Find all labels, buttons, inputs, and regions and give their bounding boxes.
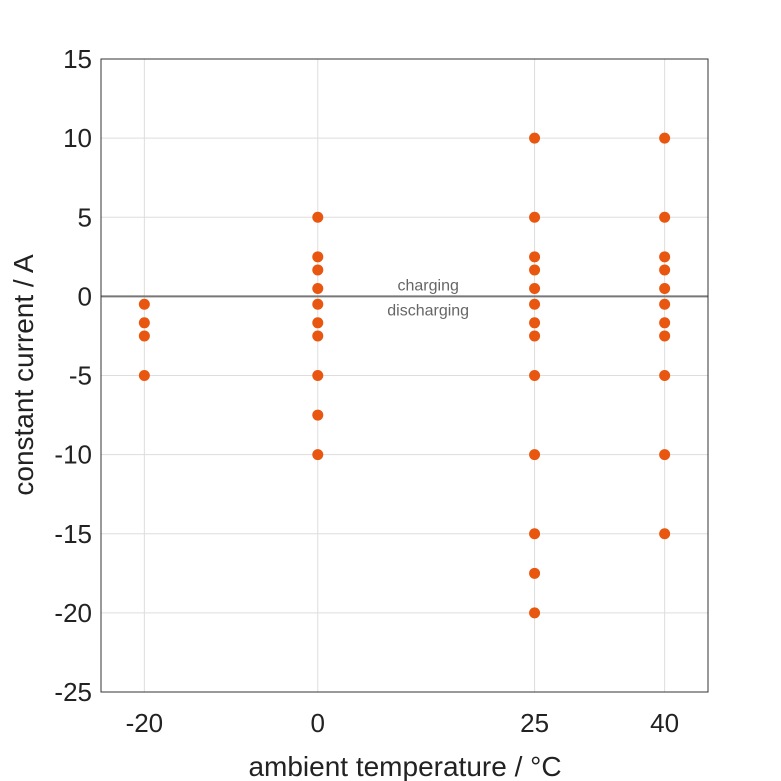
data-point (138, 330, 150, 342)
data-point (659, 264, 671, 276)
data-point (529, 251, 541, 263)
data-point (659, 251, 671, 263)
y-tick-labels: 15 10 5 0 -5 -10 -15 -20 -25 (54, 44, 92, 707)
y-tick-label: 10 (63, 123, 92, 153)
y-tick-label: -20 (54, 598, 92, 628)
y-axis-label: constant current / A (8, 254, 39, 496)
data-point (529, 567, 541, 579)
plot-frame (100, 58, 709, 693)
data-point (529, 282, 541, 294)
data-point (138, 298, 150, 310)
data-point (529, 449, 541, 461)
data-point (138, 317, 150, 329)
data-point (529, 330, 541, 342)
data-point (312, 264, 324, 276)
data-point (529, 264, 541, 276)
data-point (659, 528, 671, 540)
y-tick-label: 0 (78, 281, 92, 311)
y-tick-label: -5 (69, 361, 92, 391)
data-point (312, 251, 324, 263)
data-point (312, 211, 324, 223)
data-point (659, 370, 671, 381)
x-tick-labels: -20 0 25 40 (126, 708, 680, 738)
data-point (529, 298, 541, 310)
data-points (138, 132, 671, 619)
data-point (312, 330, 324, 342)
data-point (659, 132, 671, 144)
x-axis-label: ambient temperature / °C (248, 751, 561, 781)
data-point (659, 449, 671, 461)
data-point (312, 282, 324, 294)
data-point (312, 449, 324, 461)
data-point (659, 211, 671, 223)
data-point (138, 370, 150, 381)
y-tick-label: -15 (54, 519, 92, 549)
data-point (312, 317, 324, 329)
y-tick-label: 15 (63, 44, 92, 74)
x-tick-label: 25 (520, 708, 549, 738)
y-tick-label: -10 (54, 440, 92, 470)
x-tick-label: 0 (311, 708, 325, 738)
data-point (529, 607, 541, 619)
x-tick-label: 40 (650, 708, 679, 738)
data-point (312, 298, 324, 310)
x-tick-label: -20 (126, 708, 164, 738)
data-point (529, 317, 541, 329)
data-point (529, 528, 541, 540)
data-point (529, 132, 541, 144)
data-point (659, 298, 671, 310)
data-point (312, 370, 324, 381)
data-point (659, 282, 671, 294)
charging-annotation: charging (397, 277, 458, 294)
data-point (659, 317, 671, 329)
data-point (659, 330, 671, 342)
data-point (312, 409, 324, 421)
discharging-annotation: discharging (387, 302, 469, 319)
data-point (529, 370, 541, 381)
y-tick-label: 5 (78, 202, 92, 232)
y-tick-label: -25 (54, 677, 92, 707)
data-point (529, 211, 541, 223)
